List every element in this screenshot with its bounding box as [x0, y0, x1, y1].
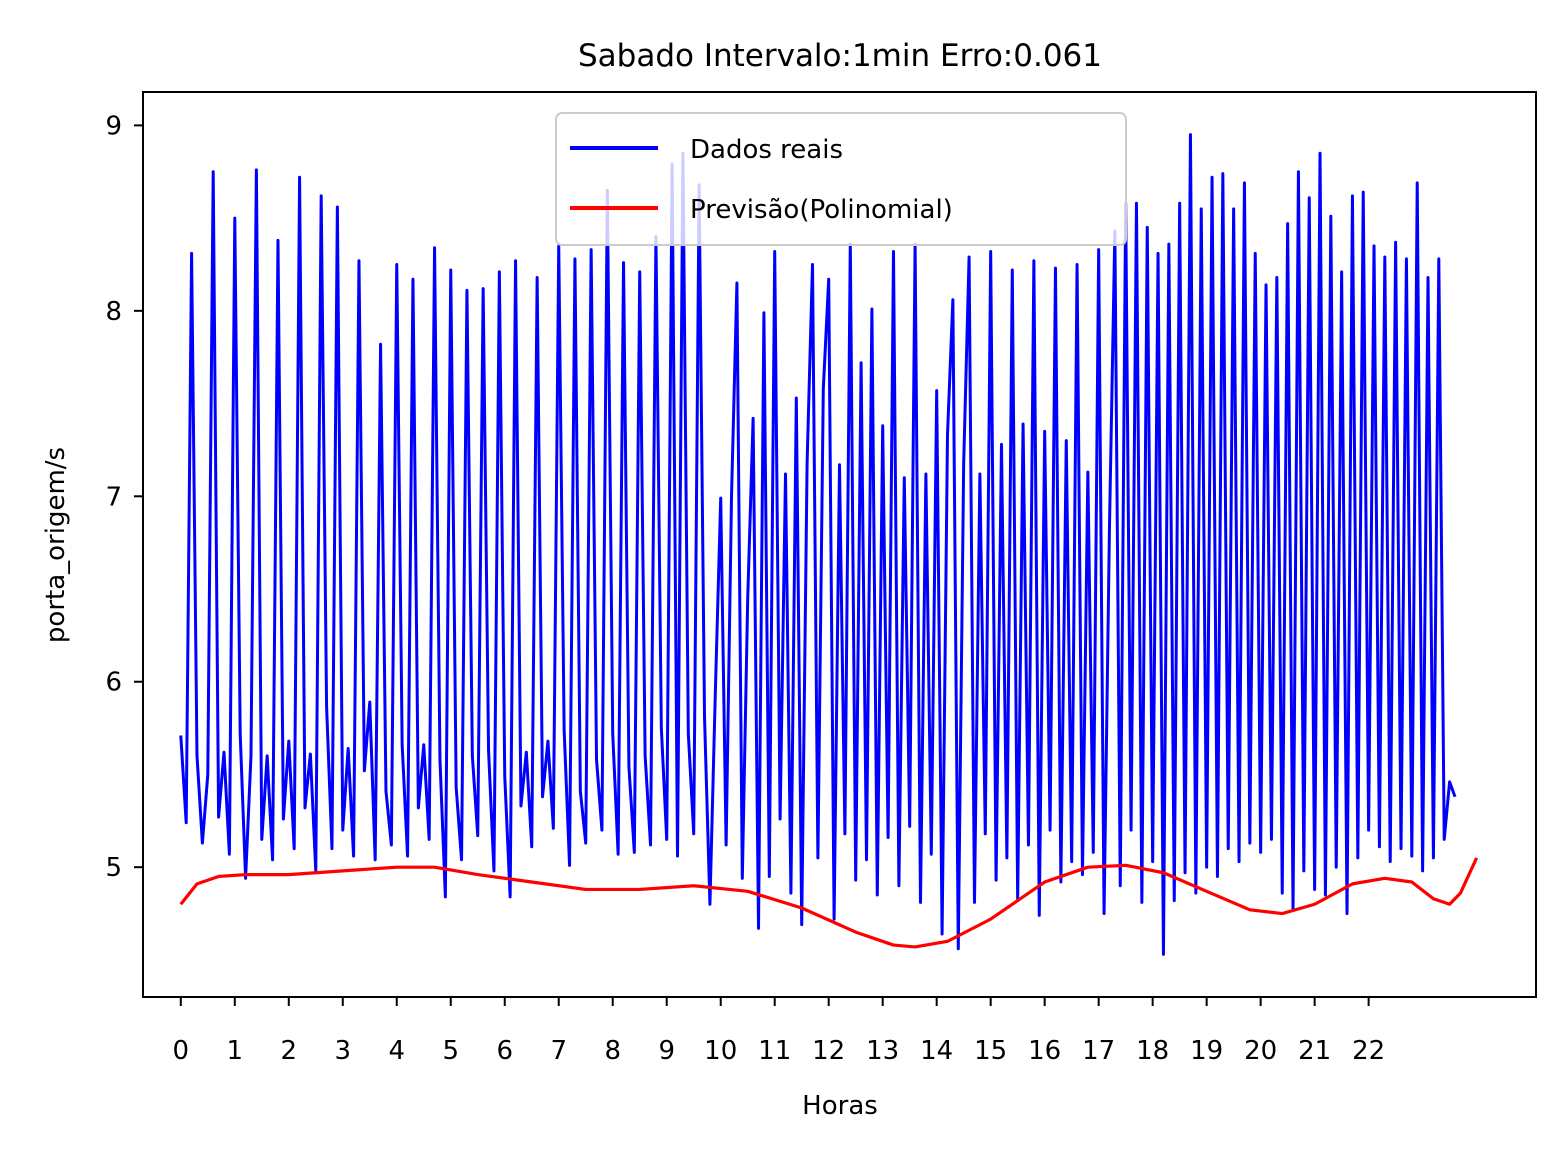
x-tick-label: 2 — [281, 1036, 298, 1066]
x-tick-label: 12 — [812, 1036, 845, 1066]
y-tick-label: 8 — [105, 297, 122, 327]
y-axis-label: porta_origem/s — [41, 447, 71, 643]
x-tick-label: 19 — [1190, 1036, 1223, 1066]
legend-box — [555, 112, 1127, 246]
x-tick-label: 5 — [442, 1036, 459, 1066]
plot-area — [142, 91, 1537, 998]
x-tick-label: 15 — [974, 1036, 1007, 1066]
x-tick-label: 20 — [1244, 1036, 1277, 1066]
x-tick-label: 0 — [173, 1036, 190, 1066]
y-tick-label: 9 — [105, 111, 122, 141]
y-tick-label: 5 — [105, 853, 122, 883]
series-line-1 — [179, 857, 1479, 949]
x-axis-label: Horas — [802, 1091, 878, 1121]
chart-title: Sabado Intervalo:1min Erro:0.061 — [578, 38, 1102, 74]
x-tick-label: 4 — [388, 1036, 405, 1066]
series-layer — [179, 133, 1479, 956]
axes-frame — [142, 91, 1537, 998]
legend-label-dados-reais: Dados reais — [690, 135, 843, 165]
y-tick-label: 7 — [105, 482, 122, 512]
x-tick-label: 18 — [1136, 1036, 1169, 1066]
x-tick-label: 13 — [866, 1036, 899, 1066]
series-line-0 — [179, 133, 1457, 956]
x-tick-label: 6 — [496, 1036, 513, 1066]
x-tick-label: 14 — [920, 1036, 953, 1066]
x-tick-label: 10 — [704, 1036, 737, 1066]
x-tick-label: 16 — [1028, 1036, 1061, 1066]
x-tick-label: 8 — [604, 1036, 621, 1066]
x-tick-label: 21 — [1298, 1036, 1331, 1066]
x-tick-label: 3 — [334, 1036, 351, 1066]
x-tick-label: 11 — [758, 1036, 791, 1066]
y-axis-ticks: 5 6 7 8 9 — [105, 111, 143, 883]
x-tick-label: 17 — [1082, 1036, 1115, 1066]
x-tick-label: 7 — [550, 1036, 567, 1066]
x-tick-label: 22 — [1352, 1036, 1385, 1066]
legend: Dados reais Previsão(Polinomial) — [555, 112, 1127, 246]
x-axis-ticks: 0 1 2 3 4 5 6 7 8 9 10 11 12 13 14 15 16 17 18 19 20 21 22 — [173, 997, 1385, 1066]
legend-label-previsao: Previsão(Polinomial) — [690, 195, 953, 225]
x-tick-label: 9 — [658, 1036, 675, 1066]
x-tick-label: 1 — [227, 1036, 244, 1066]
y-tick-label: 6 — [105, 668, 122, 698]
